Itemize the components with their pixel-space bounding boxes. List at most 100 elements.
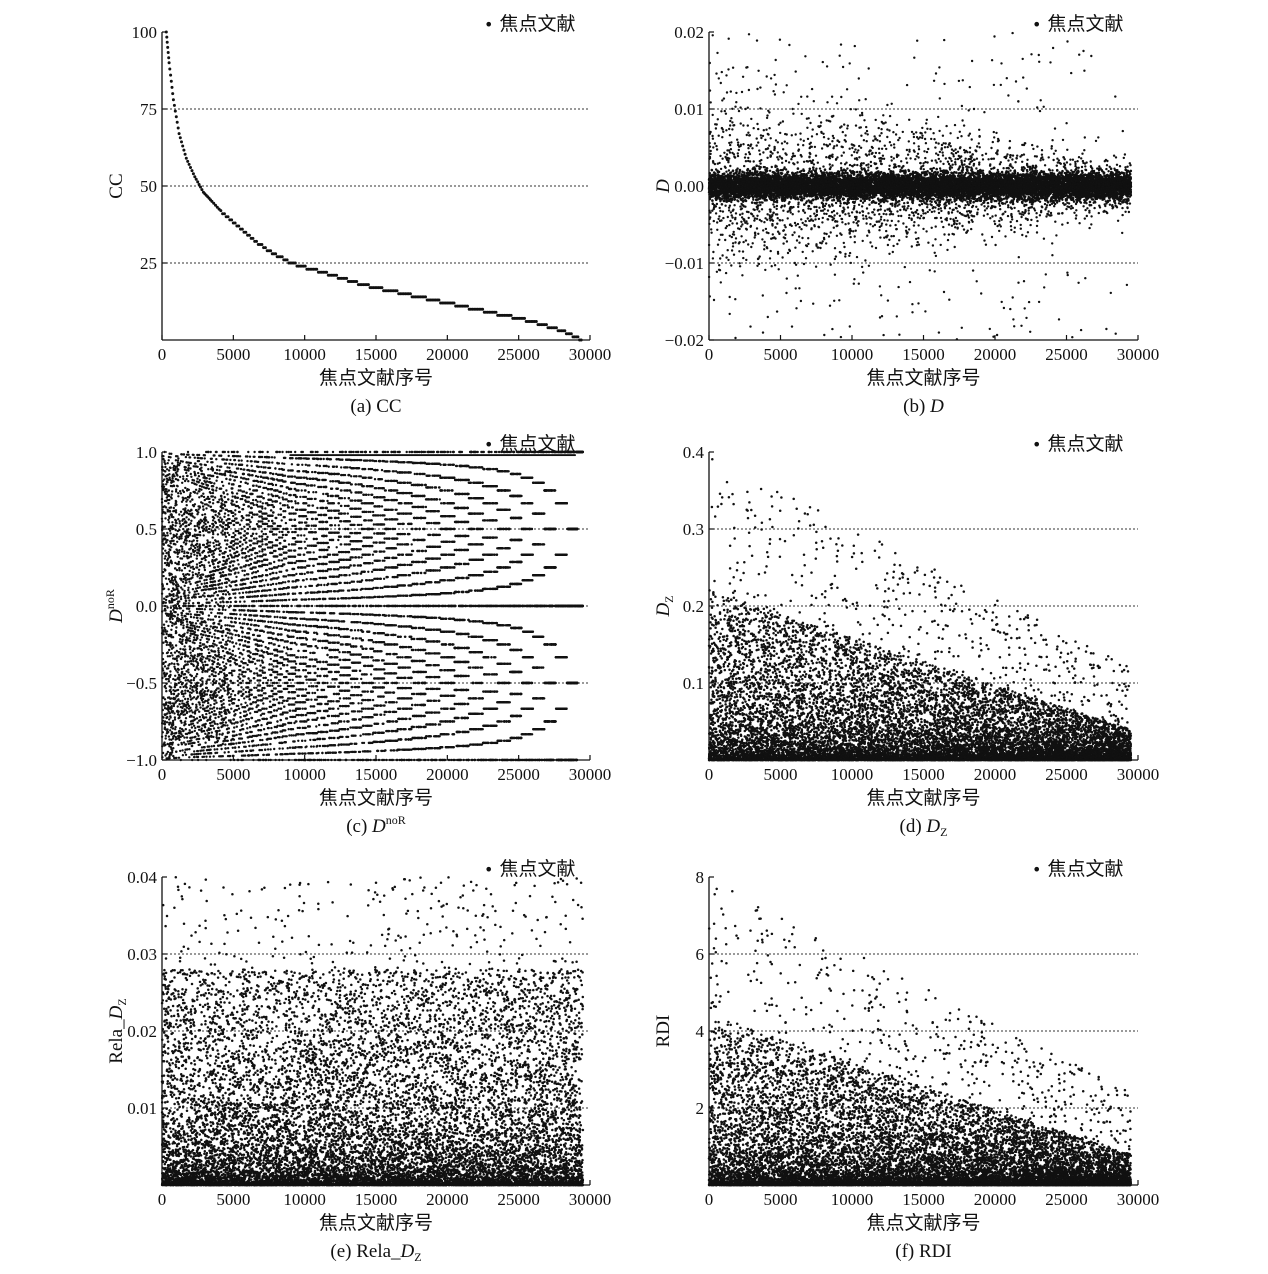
- data-point: [171, 92, 174, 95]
- data-point: [576, 335, 579, 338]
- data-point: [179, 136, 182, 139]
- text-span: 焦点文献: [499, 13, 575, 35]
- data-point: [563, 329, 566, 332]
- x-tick-label: 15000: [355, 345, 398, 364]
- data-point: [269, 249, 272, 252]
- chart-panel-b: 0 5000 10000 15000 20000 25000 300000.020.010.…: [653, 13, 1159, 417]
- x-tick-label: 30000: [569, 345, 612, 364]
- data-point: [223, 212, 226, 215]
- text-span: (a) CC: [350, 396, 401, 417]
- data-point: [545, 323, 548, 326]
- data-point: [188, 163, 191, 166]
- data-point: [481, 308, 484, 311]
- data-point: [181, 145, 184, 148]
- data-point: [185, 157, 188, 160]
- data-point: [409, 292, 412, 295]
- chart-panel-a: 0 5000 10000 15000 20000 25000 30000 25 50 75 100 •…: [106, 13, 611, 417]
- data-point: [176, 121, 179, 124]
- data-point: [453, 302, 456, 305]
- panel-caption: (a) CC: [350, 396, 401, 417]
- data-point: [325, 271, 328, 274]
- data-point: [191, 169, 194, 172]
- data-point: [171, 86, 174, 89]
- data-point: [230, 218, 233, 221]
- x-tick-label: 5000: [216, 345, 250, 364]
- y-tick-label: 25: [140, 254, 157, 273]
- data-point: [237, 225, 240, 228]
- x-tick-label: 25000: [497, 345, 540, 364]
- data-point: [315, 268, 318, 271]
- x-tick-label: 10000: [283, 345, 326, 364]
- data-point: [244, 231, 247, 234]
- x-tick-label: 0: [158, 345, 167, 364]
- data-point: [165, 36, 168, 39]
- data-point: [219, 209, 222, 212]
- data-point: [264, 246, 267, 249]
- data-point: [168, 61, 171, 64]
- data-point: [234, 222, 237, 225]
- data-point: [304, 265, 307, 268]
- data-point: [466, 305, 469, 308]
- data-points: [708, 32, 1132, 341]
- data-point: [555, 326, 558, 329]
- y-tick-label: 75: [140, 100, 157, 119]
- data-point: [281, 255, 284, 258]
- data-point: [260, 243, 263, 246]
- data-point: [189, 166, 192, 169]
- data-point: [196, 180, 199, 183]
- data-point: [437, 299, 440, 302]
- data-point: [367, 283, 370, 286]
- y-axis-title: CC: [106, 173, 127, 198]
- y-tick-label: 50: [140, 177, 157, 196]
- data-point: [535, 320, 538, 323]
- data-point: [396, 289, 399, 292]
- text-span: CC: [106, 173, 127, 198]
- data-point: [184, 153, 187, 156]
- data-point: [168, 68, 171, 71]
- data-point: [523, 317, 526, 320]
- data-point: [355, 280, 358, 283]
- text-span: •: [484, 15, 493, 34]
- data-point: [182, 149, 185, 152]
- data-point: [251, 237, 254, 240]
- data-point: [170, 80, 173, 83]
- y-tick-label: 100: [132, 23, 158, 42]
- data-point: [570, 332, 573, 335]
- data-point: [166, 46, 169, 49]
- data-point: [274, 252, 277, 255]
- data-point: [200, 188, 203, 191]
- data-point: [180, 140, 183, 143]
- data-point: [294, 262, 297, 265]
- x-tick-label: 20000: [426, 345, 469, 364]
- data-point: [286, 258, 289, 261]
- data-point: [175, 115, 178, 118]
- x-axis-title: 焦点文献序号: [319, 367, 433, 389]
- data-point: [186, 160, 189, 163]
- legend: • 焦点文献: [484, 13, 575, 35]
- data-point: [199, 186, 202, 189]
- data-point: [195, 178, 198, 181]
- data-point: [173, 104, 176, 107]
- data-point: [227, 215, 230, 218]
- data-point: [167, 56, 170, 59]
- data-point: [345, 277, 348, 280]
- data-point: [166, 41, 169, 44]
- data-point: [380, 286, 383, 289]
- data-point: [1089, 201, 1092, 204]
- data-point: [174, 110, 177, 113]
- data-point: [172, 98, 175, 101]
- data-point: [495, 311, 498, 314]
- data-point: [335, 274, 338, 277]
- data-point: [169, 74, 172, 77]
- data-point: [177, 127, 180, 130]
- data-point: [510, 314, 513, 317]
- data-point: [192, 172, 195, 175]
- data-point: [255, 240, 258, 243]
- data-point: [248, 234, 251, 237]
- data-point: [1006, 200, 1009, 203]
- data-point: [241, 228, 244, 231]
- data-point: [167, 51, 170, 54]
- data-point: [178, 132, 181, 135]
- data-point: [424, 295, 427, 298]
